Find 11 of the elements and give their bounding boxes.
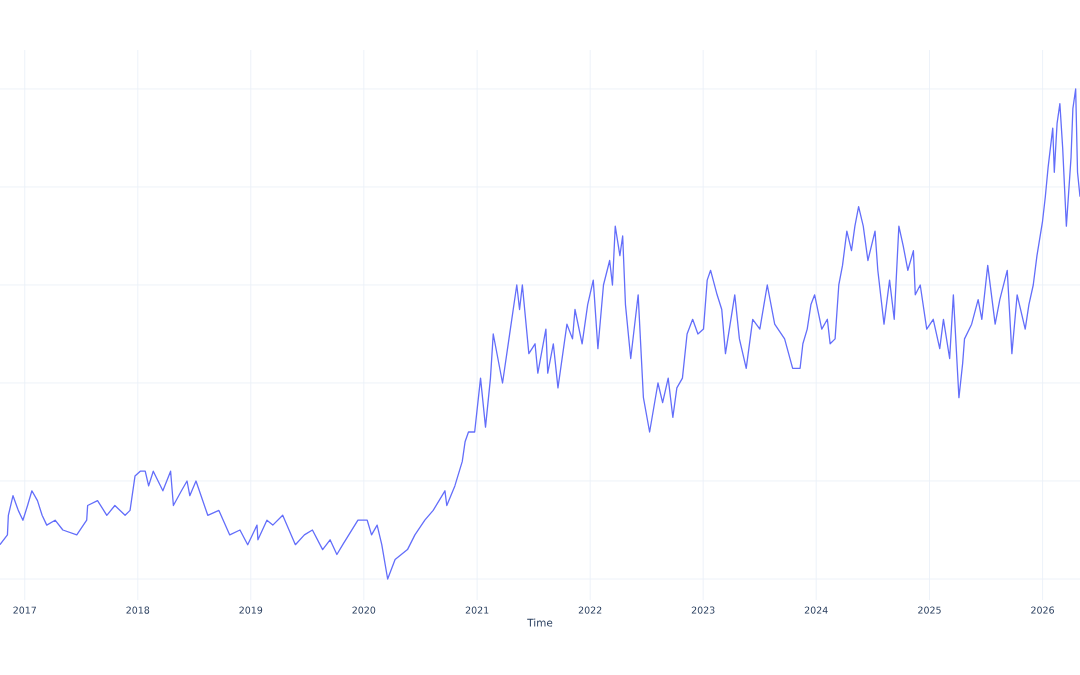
x-tick-label: 2026 — [1031, 606, 1054, 614]
x-tick-label: 2019 — [239, 606, 263, 614]
x-tick-label: 2023 — [691, 606, 715, 614]
x-tick-label: 2024 — [804, 606, 828, 614]
x-tick-label: 2021 — [465, 606, 489, 614]
x-tick-label: 2025 — [918, 606, 941, 614]
x-tick-label: 2022 — [578, 606, 602, 614]
x-tick-label: 2020 — [352, 606, 376, 614]
x-axis-title: Time — [527, 618, 553, 627]
x-tick-label: 2017 — [13, 606, 36, 614]
x-tick-label: 2018 — [126, 606, 150, 614]
